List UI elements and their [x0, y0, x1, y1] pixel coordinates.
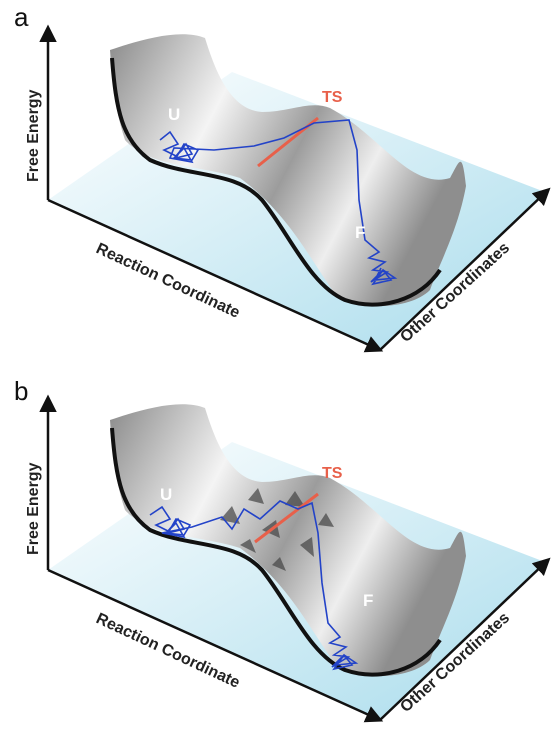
- panel-a: a TS U F Free Energy Reaction Coordinate…: [14, 2, 548, 350]
- y-axis-label: Free Energy: [25, 462, 42, 555]
- unfolded-label: U: [160, 485, 172, 504]
- unfolded-label: U: [168, 105, 180, 124]
- panel-b: b TS U F Free Energy Reaction Coordinate…: [14, 376, 548, 720]
- energy-landscape: [48, 398, 548, 720]
- folded-label: F: [355, 223, 365, 242]
- panel-label: b: [14, 376, 28, 406]
- panel-label: a: [14, 2, 29, 32]
- folded-label: F: [363, 591, 373, 610]
- ts-label: TS: [322, 89, 343, 106]
- y-axis-label: Free Energy: [25, 89, 42, 182]
- ts-label: TS: [322, 465, 343, 482]
- figure: a TS U F Free Energy Reaction Coordinate…: [0, 0, 559, 730]
- energy-landscape: [48, 28, 548, 350]
